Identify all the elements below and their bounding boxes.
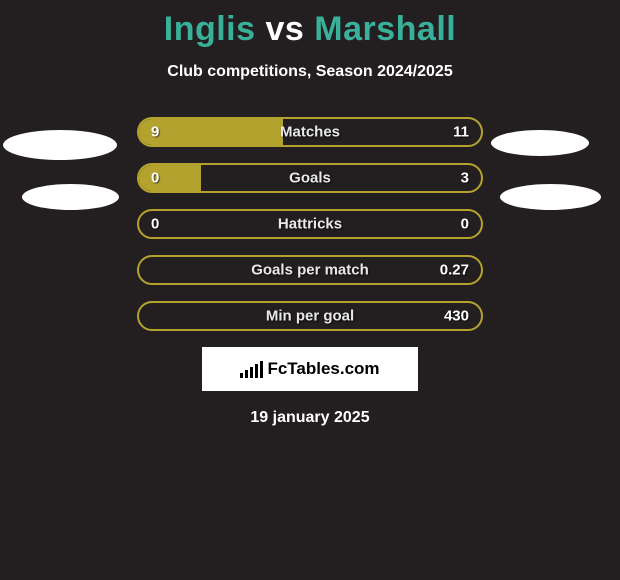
stat-label: Matches	[280, 124, 340, 141]
title-vs: vs	[266, 10, 305, 48]
stat-row: 0.27 Goals per match	[137, 255, 483, 285]
date-footer: 19 january 2025	[0, 409, 620, 427]
decorative-ellipse	[22, 184, 119, 210]
stat-row: 9 11 Matches	[137, 117, 483, 147]
subtitle: Club competitions, Season 2024/2025	[0, 63, 620, 81]
decorative-ellipse	[500, 184, 601, 210]
stat-value-right: 0	[461, 216, 469, 233]
stat-value-left: 0	[151, 216, 159, 233]
brand-box: FcTables.com	[202, 347, 418, 391]
stat-bars: 9 11 Matches 0 3 Goals 0 0 Hattricks 0.27 Goals pe…	[137, 117, 483, 331]
stat-fill-left	[139, 119, 283, 145]
stat-label: Min per goal	[266, 308, 354, 325]
stat-row: 0 3 Goals	[137, 163, 483, 193]
stat-row: 0 0 Hattricks	[137, 209, 483, 239]
stat-value-right: 11	[453, 124, 469, 141]
stat-row: 430 Min per goal	[137, 301, 483, 331]
title-player2: Marshall	[314, 10, 456, 48]
decorative-ellipse	[3, 130, 117, 160]
decorative-ellipse	[491, 130, 589, 156]
stat-label: Goals per match	[251, 262, 369, 279]
brand-chart-icon	[240, 360, 263, 378]
comparison-arena: 9 11 Matches 0 3 Goals 0 0 Hattricks 0.27 Goals pe…	[0, 117, 620, 331]
page-title: Inglis vs Marshall	[0, 0, 620, 49]
stat-value-left: 0	[151, 170, 159, 187]
stat-label: Hattricks	[278, 216, 342, 233]
stat-value-right: 3	[461, 170, 469, 187]
title-player1: Inglis	[164, 10, 256, 48]
stat-value-right: 0.27	[440, 262, 469, 279]
brand-text: FcTables.com	[267, 359, 379, 379]
stat-value-left: 9	[151, 124, 159, 141]
stat-value-right: 430	[444, 308, 469, 325]
stat-label: Goals	[289, 170, 331, 187]
stat-fill-left	[139, 165, 201, 191]
